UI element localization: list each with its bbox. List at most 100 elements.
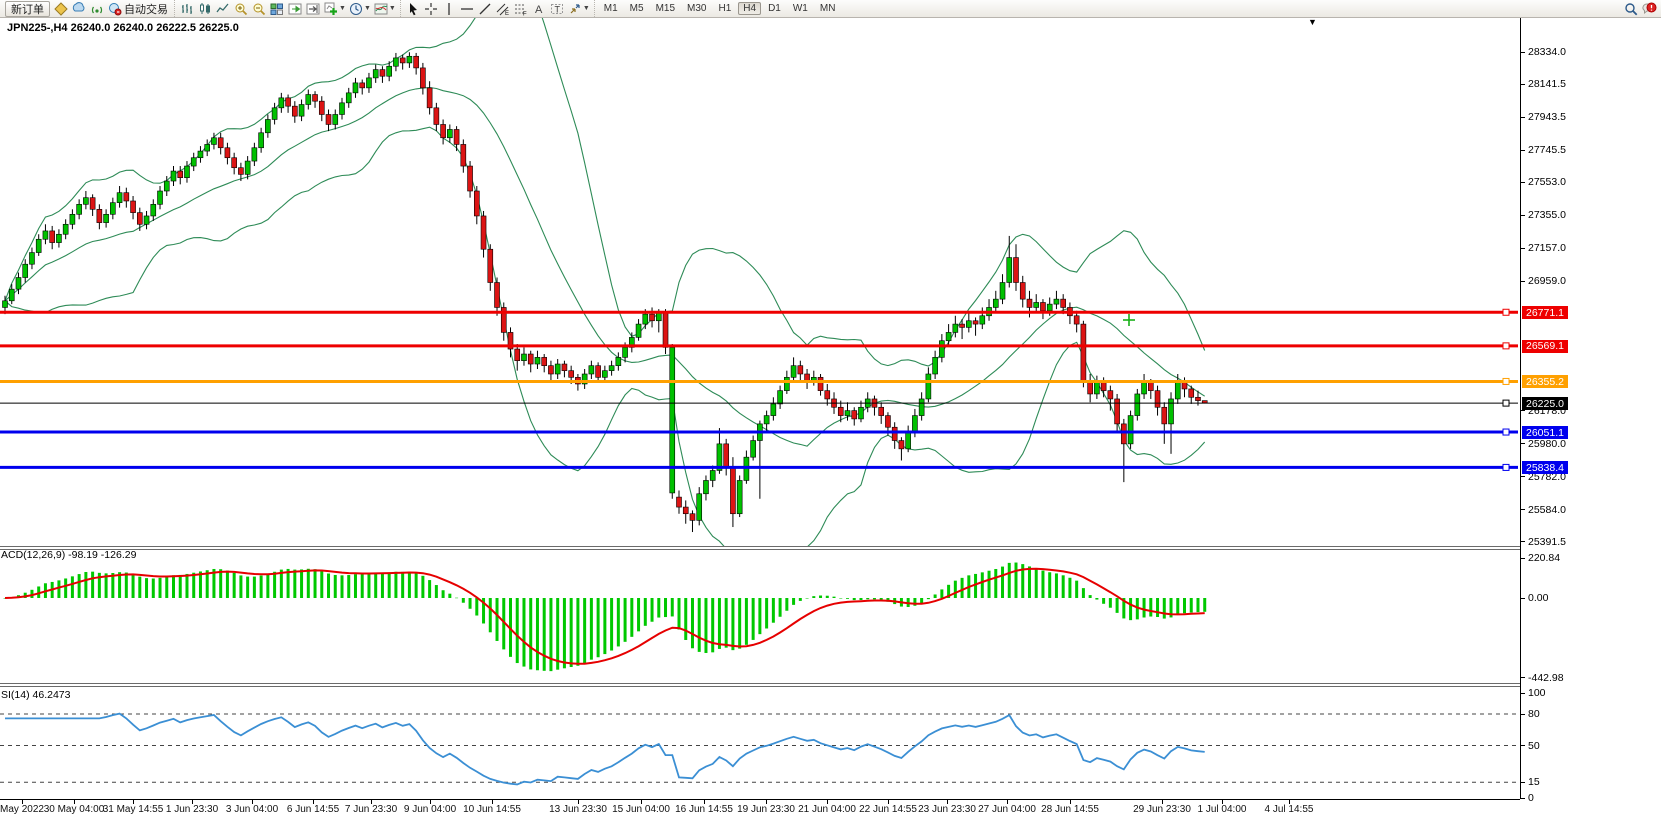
bull-candle	[979, 315, 986, 325]
macd-bar	[252, 576, 256, 598]
bar-chart-icon[interactable]	[179, 1, 195, 16]
tf-m5-button[interactable]: M5	[629, 3, 644, 14]
macd-bar	[178, 574, 182, 598]
bull-candle	[278, 97, 285, 109]
tf-h4-button[interactable]: H4	[738, 2, 762, 15]
cursor-icon[interactable]	[405, 1, 421, 16]
indicators-caret-icon[interactable]: ▼	[388, 5, 396, 12]
macd-bar	[165, 576, 169, 598]
bull-candle	[763, 415, 770, 425]
text-icon[interactable]: A	[531, 1, 547, 16]
horizontal-line-icon[interactable]	[459, 1, 475, 16]
indicators-icon[interactable]	[373, 1, 389, 16]
new-order-button[interactable]: 新订单	[5, 0, 50, 17]
label-icon[interactable]: T	[549, 1, 565, 16]
macd-bar	[1149, 598, 1153, 617]
macd-bar	[832, 596, 836, 598]
notification-icon[interactable]	[1641, 1, 1657, 16]
tf-m1-button[interactable]: M1	[603, 3, 618, 14]
arrows-caret-icon[interactable]: ▼	[582, 5, 590, 12]
macd-panel[interactable]	[0, 550, 1520, 683]
hline-anchor[interactable]	[1502, 377, 1510, 385]
tf-m30-button[interactable]: M30	[687, 3, 707, 14]
hline-anchor[interactable]	[1502, 308, 1510, 316]
tf-w1-button[interactable]: W1	[792, 3, 808, 14]
macd-bar	[111, 573, 115, 598]
time-axis[interactable]: May 2022 30 May 04:00 31 May 14:55 1 Jun 23…	[0, 799, 1520, 815]
main-price-panel[interactable]	[0, 18, 1520, 546]
new-chart-caret-icon[interactable]: ▼	[339, 5, 346, 12]
line-chart-icon[interactable]	[215, 1, 231, 16]
macd-bar	[225, 570, 229, 598]
market-watch-icon[interactable]	[71, 1, 87, 16]
macd-bar	[104, 573, 108, 598]
bear-candle	[1148, 382, 1154, 391]
chart-shift-icon[interactable]	[305, 1, 321, 16]
hline-anchor[interactable]	[1502, 399, 1510, 407]
macd-bar	[1162, 598, 1166, 619]
fibonacci-icon[interactable]: F	[513, 1, 529, 16]
search-icon[interactable]	[1623, 1, 1639, 16]
price-badge-26051.1: 26051.1	[1522, 426, 1568, 440]
rsi-tick: 15	[1521, 776, 1540, 788]
hline-anchor[interactable]	[1502, 428, 1510, 436]
bull-candle	[56, 233, 62, 243]
price-badge-25838.4: 25838.4	[1522, 461, 1568, 475]
bear-candle	[507, 332, 514, 350]
trendline-icon[interactable]	[477, 1, 493, 16]
time-tick	[192, 800, 193, 804]
chart-shift-marker-icon[interactable]: ▼	[1308, 17, 1317, 27]
bear-candle	[891, 426, 898, 441]
macd-bar	[475, 598, 479, 616]
bull-candle	[905, 431, 911, 450]
crosshair-icon[interactable]	[423, 1, 439, 16]
panel-separator[interactable]	[0, 683, 1661, 687]
auto-scroll-icon[interactable]	[287, 1, 303, 16]
macd-bar	[374, 572, 378, 598]
arrows-icon[interactable]	[567, 1, 583, 16]
tf-m15-button[interactable]: M15	[655, 3, 676, 14]
bear-candle	[595, 365, 601, 378]
macd-bar	[131, 574, 135, 598]
new-chart-icon[interactable]	[323, 1, 339, 16]
macd-bar	[866, 598, 870, 600]
bear-candle	[527, 353, 534, 365]
macd-bar	[576, 598, 580, 666]
bull-candle	[116, 192, 123, 203]
autotrading-icon[interactable]	[107, 1, 123, 16]
macd-bar	[947, 584, 951, 598]
zoom-in-icon[interactable]	[233, 1, 249, 16]
bull-candle	[588, 365, 595, 375]
price-axis[interactable]: 28334.0 28141.5 27943.5 27745.5 27553.0 27355…	[1520, 18, 1661, 804]
bear-candle	[561, 363, 568, 371]
autotrading-label[interactable]: 自动交易	[124, 3, 168, 16]
price-tick: 27745.5	[1521, 144, 1566, 156]
bull-candle	[62, 223, 69, 235]
bull-candle	[925, 373, 932, 400]
macd-bar	[1081, 588, 1085, 598]
tile-windows-icon[interactable]	[269, 1, 285, 16]
tf-d1-button[interactable]: D1	[768, 3, 781, 14]
time-label: 23 Jun 23:30	[918, 804, 976, 815]
bear-candle	[238, 167, 244, 175]
tf-h1-button[interactable]: H1	[718, 3, 732, 14]
signal-icon[interactable]	[89, 1, 105, 16]
bull-candle	[406, 55, 413, 64]
new-order-label: 新订单	[11, 3, 44, 16]
equidistant-channel-icon[interactable]: E	[495, 1, 511, 16]
bear-candle	[231, 157, 237, 169]
hline-anchor[interactable]	[1502, 463, 1510, 471]
vertical-line-icon[interactable]	[441, 1, 457, 16]
tf-mn-button[interactable]: MN	[819, 3, 836, 14]
bull-candle	[170, 170, 177, 182]
periods-caret-icon[interactable]: ▼	[363, 5, 371, 12]
zoom-out-icon[interactable]	[251, 1, 267, 16]
rsi-panel[interactable]	[0, 687, 1520, 799]
candlestick-chart-icon[interactable]	[197, 1, 213, 16]
hline-anchor[interactable]	[1502, 342, 1510, 350]
macd-bar	[589, 598, 593, 660]
periods-icon[interactable]	[348, 1, 364, 16]
panel-separator[interactable]	[0, 546, 1661, 550]
macd-bar	[1142, 598, 1146, 618]
layouts-icon[interactable]	[53, 1, 69, 16]
